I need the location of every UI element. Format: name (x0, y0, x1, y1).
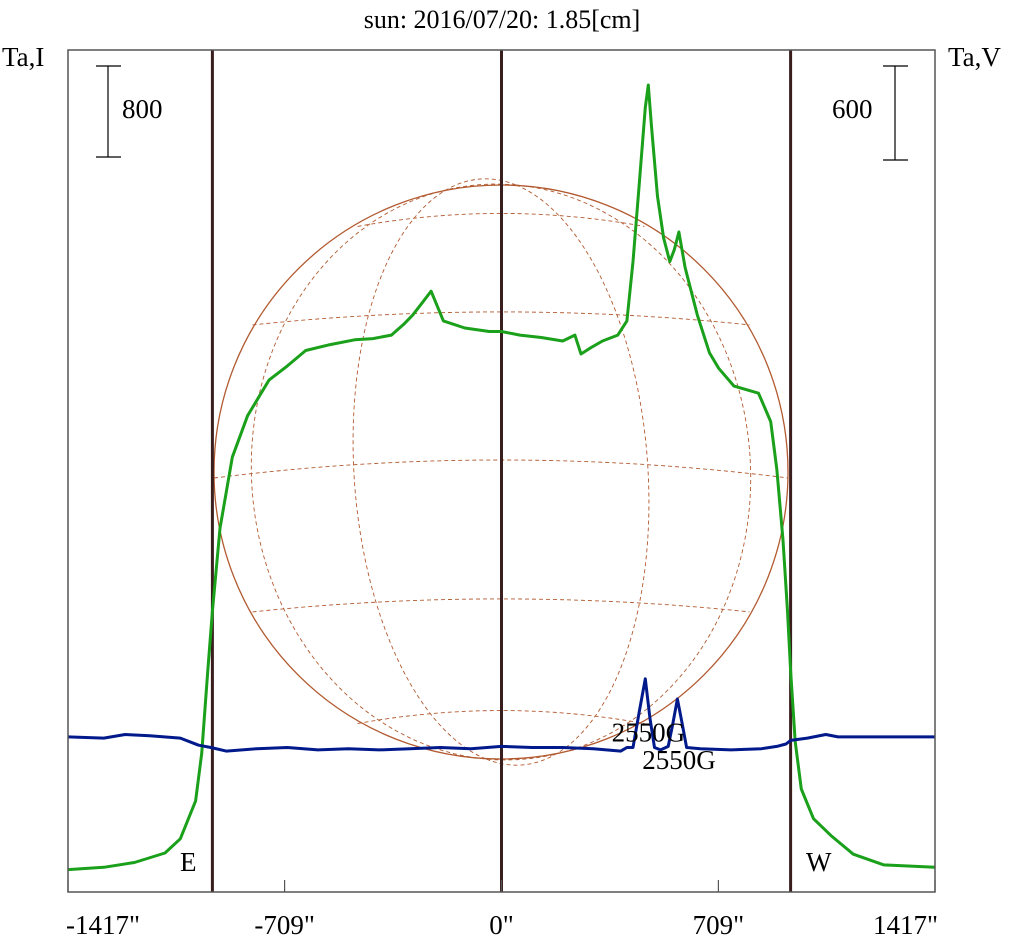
intensity-series-line (67, 83, 936, 872)
longitude-line (485, 184, 752, 761)
x-tick-label: 1417" (873, 910, 938, 940)
latitude-line (357, 213, 645, 227)
west-limb-label: W (806, 847, 832, 877)
chart-title: sun: 2016/07/20: 1.85[cm] (364, 5, 641, 34)
x-tick-label: 0" (489, 910, 514, 940)
x-tick-label: 709" (693, 910, 745, 940)
east-limb-label: E (180, 847, 197, 877)
series-lines (67, 83, 936, 872)
longitude-line (352, 178, 517, 760)
longitude-line (485, 184, 650, 766)
limb-lines (210, 50, 793, 892)
x-tick-label: -709" (254, 910, 315, 940)
field-strength-label: 2550G (612, 718, 686, 748)
left-scale-value: 800 (122, 94, 163, 124)
left-scale-bar (96, 65, 121, 158)
right-scale-value: 600 (832, 94, 873, 124)
field-strength-label: 2550G (642, 745, 716, 775)
right-axis-label: Ta,V (948, 42, 1001, 72)
right-scale-bar (883, 65, 908, 161)
latitude-line (357, 710, 645, 724)
x-tick-label: -1417" (66, 910, 140, 940)
polarization-series-line (67, 677, 935, 753)
x-axis-ticks: -1417" -709" 0" 709" 1417" (66, 880, 938, 940)
left-axis-label: Ta,I (2, 42, 44, 72)
